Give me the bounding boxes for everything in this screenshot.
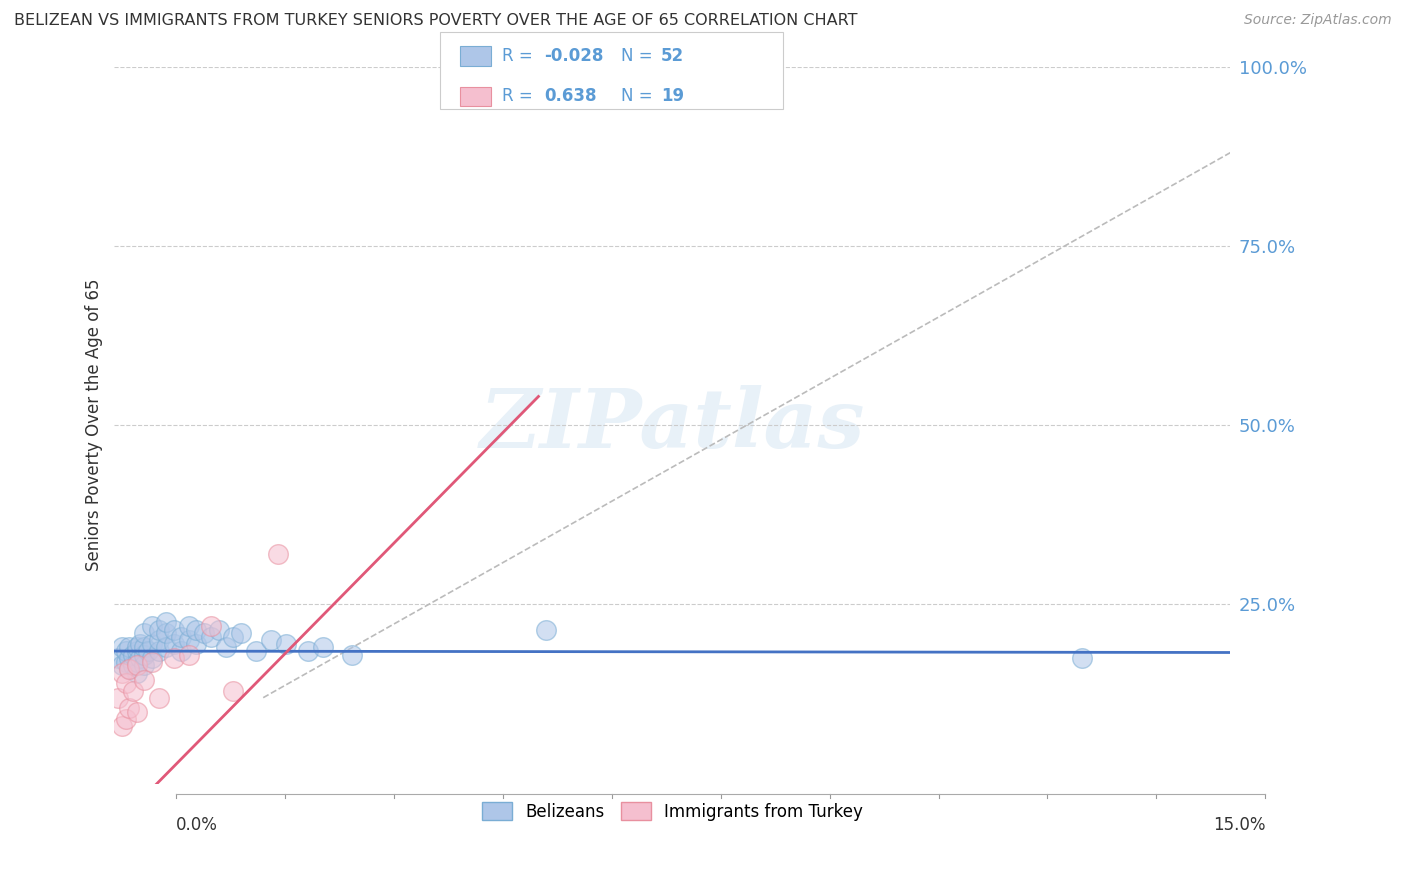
Point: [114, 644, 136, 658]
Text: -0.028: -0.028: [544, 47, 603, 65]
Point: [125, 705, 148, 719]
Point: [134, 648, 156, 662]
Point: [186, 623, 208, 637]
Point: [141, 651, 163, 665]
Text: 52: 52: [661, 47, 683, 65]
Point: [312, 640, 335, 655]
Point: [118, 662, 141, 676]
Point: [114, 676, 136, 690]
Point: [118, 662, 141, 676]
Point: [259, 633, 281, 648]
Point: [222, 683, 245, 698]
Point: [207, 623, 229, 637]
Point: [118, 701, 141, 715]
Point: [111, 658, 134, 673]
Point: [148, 690, 170, 705]
Text: N =: N =: [621, 47, 658, 65]
Text: 0.0%: 0.0%: [176, 816, 218, 834]
Point: [342, 648, 364, 662]
Point: [274, 637, 297, 651]
Point: [186, 637, 208, 651]
Point: [170, 644, 193, 658]
Text: 0.638: 0.638: [544, 87, 596, 105]
Point: [122, 683, 145, 698]
Point: [267, 547, 290, 561]
Point: [148, 633, 170, 648]
Point: [163, 637, 186, 651]
Point: [148, 623, 170, 637]
Text: R =: R =: [502, 47, 538, 65]
Point: [114, 712, 136, 726]
Point: [155, 615, 177, 630]
Point: [125, 655, 148, 669]
Point: [229, 626, 252, 640]
Point: [155, 640, 177, 655]
Text: BELIZEAN VS IMMIGRANTS FROM TURKEY SENIORS POVERTY OVER THE AGE OF 65 CORRELATIO: BELIZEAN VS IMMIGRANTS FROM TURKEY SENIO…: [14, 13, 858, 29]
Point: [170, 630, 193, 644]
Point: [107, 690, 129, 705]
Text: N =: N =: [621, 87, 658, 105]
Point: [215, 640, 238, 655]
Point: [129, 637, 152, 651]
Point: [107, 651, 129, 665]
Point: [111, 665, 134, 680]
Point: [155, 626, 177, 640]
Point: [129, 651, 152, 665]
Point: [1070, 651, 1092, 665]
Point: [193, 626, 215, 640]
Point: [141, 619, 163, 633]
Point: [245, 644, 267, 658]
Legend: Belizeans, Immigrants from Turkey: Belizeans, Immigrants from Turkey: [477, 797, 868, 826]
Point: [134, 640, 156, 655]
Point: [141, 655, 163, 669]
Point: [177, 648, 200, 662]
Text: 15.0%: 15.0%: [1213, 816, 1265, 834]
Point: [122, 658, 145, 673]
Point: [200, 630, 222, 644]
Point: [177, 633, 200, 648]
Point: [134, 673, 156, 687]
Point: [111, 640, 134, 655]
Y-axis label: Seniors Poverty Over the Age of 65: Seniors Poverty Over the Age of 65: [86, 279, 103, 572]
Point: [125, 640, 148, 655]
Point: [125, 658, 148, 673]
Point: [534, 623, 557, 637]
Text: 19: 19: [661, 87, 683, 105]
Point: [177, 619, 200, 633]
Point: [114, 655, 136, 669]
Text: ZIPatlas: ZIPatlas: [479, 385, 865, 465]
Point: [297, 644, 319, 658]
Point: [111, 719, 134, 733]
Point: [134, 626, 156, 640]
Text: R =: R =: [502, 87, 538, 105]
Point: [141, 637, 163, 651]
Point: [148, 644, 170, 658]
Point: [200, 619, 222, 633]
Point: [163, 651, 186, 665]
Point: [163, 623, 186, 637]
Point: [222, 630, 245, 644]
Point: [527, 60, 550, 74]
Point: [134, 658, 156, 673]
Point: [125, 644, 148, 658]
Point: [118, 640, 141, 655]
Point: [136, 644, 159, 658]
Point: [118, 651, 141, 665]
Point: [125, 665, 148, 680]
Point: [122, 648, 145, 662]
Text: Source: ZipAtlas.com: Source: ZipAtlas.com: [1244, 13, 1392, 28]
